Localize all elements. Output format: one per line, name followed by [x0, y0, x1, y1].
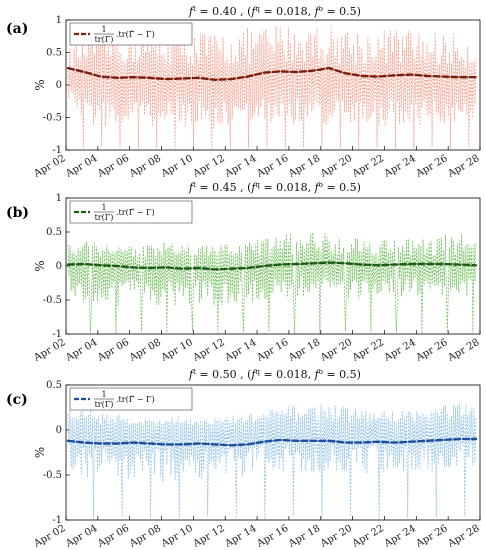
x-tick-label: Apr 04	[63, 337, 99, 364]
x-tick-label: Apr 28	[445, 523, 481, 550]
x-tick-label: Apr 22	[350, 337, 386, 364]
y-tick-label: -0.5	[43, 470, 62, 481]
y-tick-label: 0.5	[46, 227, 62, 238]
x-tick-label: Apr 20	[318, 337, 354, 364]
x-tick-label: Apr 28	[445, 153, 481, 180]
x-tick-label: Apr 10	[159, 523, 195, 550]
x-tick-label: Apr 08	[127, 153, 163, 180]
y-tick-label: 0.5	[46, 48, 62, 59]
y-tick-label: -1	[52, 329, 62, 340]
x-tick-label: Apr 18	[286, 523, 322, 550]
y-axis-label: %	[33, 260, 47, 271]
legend-fraction-numerator: 1	[101, 25, 106, 34]
legend: 1tr(Γ).tr(Γ̂ − Γ)	[69, 200, 193, 224]
x-tick-label: Apr 16	[254, 153, 290, 180]
legend-expression: .tr(Γ̂ − Γ)	[116, 208, 155, 217]
x-tick-label: Apr 24	[382, 153, 418, 180]
x-tick-label: Apr 12	[191, 337, 227, 364]
x-tick-label: Apr 12	[191, 153, 227, 180]
y-tick-label: -1	[52, 515, 62, 526]
trend-series-line	[66, 66, 478, 82]
x-tick-label: Apr 06	[95, 523, 131, 550]
legend-fraction-denominator: tr(Γ)	[95, 400, 114, 409]
y-tick-label: 1	[56, 193, 62, 204]
x-tick-label: Apr 20	[318, 523, 354, 550]
y-tick-label: -0.5	[43, 113, 62, 124]
trend-series-line	[66, 261, 478, 271]
x-tick-label: Apr 26	[414, 153, 450, 180]
legend-fraction-numerator: 1	[101, 390, 106, 399]
panel-a-title: ft = 0.40 , (fq = 0.018, fo = 0.5)	[188, 5, 361, 18]
x-tick-label: Apr 10	[159, 337, 195, 364]
x-tick-label: Apr 14	[222, 153, 258, 180]
x-tick-label: Apr 26	[414, 523, 450, 550]
y-tick-label: 0.5	[46, 380, 62, 391]
x-tick-label: Apr 14	[222, 337, 258, 364]
x-tick-label: Apr 28	[445, 337, 481, 364]
panel-label-b: (b)	[6, 205, 29, 221]
x-tick-label: Apr 08	[127, 337, 163, 364]
trend-series-line	[66, 437, 478, 447]
y-tick-label: 0	[56, 80, 62, 91]
y-tick-label: 0	[56, 261, 62, 272]
y-tick-label: -0.5	[43, 295, 62, 306]
legend-box	[69, 22, 193, 46]
legend-expression: .tr(Γ̂ − Γ)	[116, 30, 155, 39]
legend-fraction-numerator: 1	[101, 203, 106, 212]
x-tick-label: Apr 02	[31, 337, 67, 364]
x-tick-label: Apr 18	[286, 153, 322, 180]
legend-box	[69, 387, 193, 411]
y-axis-label: %	[33, 447, 47, 458]
legend: 1tr(Γ).tr(Γ̂ − Γ)	[69, 387, 193, 411]
raw-series-line	[67, 403, 477, 520]
panel-label-a: (a)	[6, 21, 28, 37]
x-tick-label: Apr 24	[382, 337, 418, 364]
y-tick-label: 0	[56, 425, 62, 436]
x-tick-label: Apr 02	[31, 153, 67, 180]
x-tick-label: Apr 16	[254, 337, 290, 364]
y-tick-label: -1	[52, 145, 62, 156]
axes-frame	[65, 384, 481, 521]
x-tick-label: Apr 18	[286, 337, 322, 364]
panel-b-title: ft = 0.45 , (fq = 0.018, fo = 0.5)	[188, 181, 361, 194]
legend-box	[69, 200, 193, 224]
x-tick-label: Apr 04	[63, 153, 99, 180]
legend-fraction-denominator: tr(Γ)	[95, 213, 114, 222]
x-tick-label: Apr 24	[382, 523, 418, 550]
x-tick-label: Apr 26	[414, 337, 450, 364]
x-tick-label: Apr 06	[95, 153, 131, 180]
x-tick-label: Apr 04	[63, 523, 99, 550]
x-tick-label: Apr 06	[95, 337, 131, 364]
x-tick-label: Apr 10	[159, 153, 195, 180]
x-tick-label: Apr 08	[127, 523, 163, 550]
x-tick-label: Apr 20	[318, 153, 354, 180]
x-tick-label: Apr 22	[350, 523, 386, 550]
panel-c-title: ft = 0.50 , (fq = 0.018, fo = 0.5)	[188, 368, 361, 381]
panel-label-c: (c)	[6, 392, 28, 408]
x-tick-label: Apr 16	[254, 523, 290, 550]
x-tick-label: Apr 14	[222, 523, 258, 550]
legend-expression: .tr(Γ̂ − Γ)	[116, 395, 155, 404]
legend: 1tr(Γ).tr(Γ̂ − Γ)	[69, 22, 193, 46]
raw-series-line	[67, 232, 477, 334]
y-axis-label: %	[33, 79, 47, 90]
x-tick-label: Apr 12	[191, 523, 227, 550]
raw-series-line	[67, 25, 477, 150]
x-tick-label: Apr 22	[350, 153, 386, 180]
x-tick-label: Apr 02	[31, 523, 67, 550]
y-tick-label: 1	[56, 15, 62, 26]
legend-fraction-denominator: tr(Γ)	[95, 35, 114, 44]
